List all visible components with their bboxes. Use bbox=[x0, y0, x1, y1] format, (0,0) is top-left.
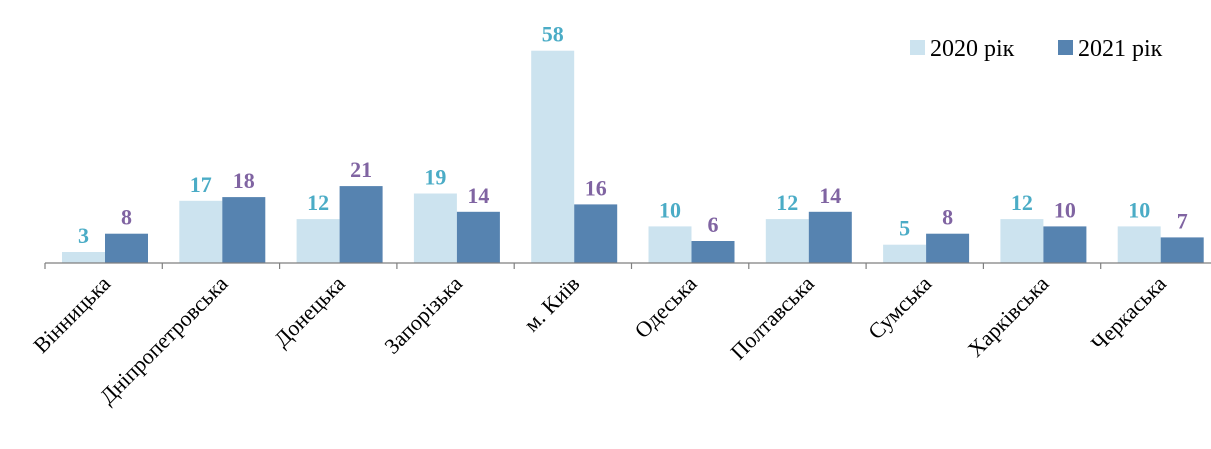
value-label-2021-запорізька: 14 bbox=[467, 183, 489, 208]
value-label-2020-дніпропетровська: 17 bbox=[190, 172, 212, 197]
value-label-2021-полтавська: 14 bbox=[819, 183, 841, 208]
bar-2021-донецька bbox=[339, 186, 383, 263]
bars-group bbox=[62, 50, 1204, 264]
value-label-2020-одеська: 10 bbox=[659, 197, 681, 222]
bar-2020-вінницька bbox=[62, 252, 105, 263]
value-label-2020-запорізька: 19 bbox=[424, 165, 446, 190]
bar-2020-харківська bbox=[1000, 219, 1044, 263]
value-label-2020-черкаська: 10 bbox=[1128, 197, 1150, 222]
bar-2021-вінницька bbox=[105, 233, 148, 263]
bar-2021-харківська bbox=[1043, 226, 1087, 263]
value-label-2020-харківська: 12 bbox=[1011, 190, 1033, 215]
legend-label-2020: 2020 рік bbox=[930, 36, 1015, 62]
bar-2021-черкаська bbox=[1160, 237, 1204, 263]
x-axis-ticks bbox=[44, 263, 1102, 269]
legend-label-2021: 2021 рік bbox=[1078, 36, 1163, 62]
value-label-2021-м-київ: 16 bbox=[585, 175, 607, 200]
value-label-2020-вінницька: 3 bbox=[78, 223, 89, 248]
value-label-2021-сумська: 8 bbox=[942, 205, 953, 230]
bar-2021-дніпропетровська bbox=[222, 197, 266, 263]
value-label-2020-полтавська: 12 bbox=[776, 190, 798, 215]
bar-2020-сумська bbox=[883, 244, 927, 263]
value-label-2020-м-київ: 58 bbox=[542, 22, 564, 47]
category-label-харківська: Харківська bbox=[963, 271, 1054, 362]
bar-2020-донецька bbox=[296, 219, 340, 263]
bar-2020-запорізька bbox=[413, 193, 457, 263]
value-label-2021-харківська: 10 bbox=[1054, 197, 1076, 222]
category-label-сумська: Сумська bbox=[863, 271, 936, 344]
value-label-2021-черкаська: 7 bbox=[1177, 208, 1188, 233]
bar-2020-дніпропетровська bbox=[179, 200, 223, 263]
bar-2020-м-київ bbox=[531, 50, 575, 264]
legend: 2020 рік 2021 рік bbox=[910, 36, 1163, 62]
value-label-2021-дніпропетровська: 18 bbox=[233, 168, 255, 193]
bar-2021-запорізька bbox=[456, 211, 500, 263]
legend-swatch-2021 bbox=[1058, 40, 1073, 55]
category-label-черкаська: Черкаська bbox=[1086, 271, 1171, 356]
category-label-м-київ: м. Київ bbox=[519, 271, 585, 337]
category-label-одеська: Одеська bbox=[629, 271, 701, 343]
value-label-2020-сумська: 5 bbox=[899, 216, 910, 241]
category-label-дніпропетровська: Дніпропетровська bbox=[94, 271, 232, 409]
value-label-2020-донецька: 12 bbox=[307, 190, 329, 215]
bar-2021-сумська bbox=[926, 233, 970, 263]
bar-2020-полтавська bbox=[765, 219, 809, 263]
value-label-2021-донецька: 21 bbox=[350, 157, 372, 182]
category-label-полтавська: Полтавська bbox=[725, 271, 819, 365]
category-label-запорізька: Запорізька bbox=[379, 271, 467, 359]
category-label-донецька: Донецька bbox=[269, 271, 350, 352]
bar-2020-одеська bbox=[648, 226, 692, 263]
bar-2020-черкаська bbox=[1117, 226, 1161, 263]
bar-2021-м-київ bbox=[574, 204, 618, 263]
bar-2021-одеська bbox=[691, 241, 735, 263]
bar-2021-полтавська bbox=[808, 211, 852, 263]
legend-swatch-2020 bbox=[910, 40, 925, 55]
value-label-2021-одеська: 6 bbox=[708, 212, 719, 237]
value-label-2021-вінницька: 8 bbox=[121, 205, 132, 230]
category-label-вінницька: Вінницька bbox=[28, 271, 115, 358]
